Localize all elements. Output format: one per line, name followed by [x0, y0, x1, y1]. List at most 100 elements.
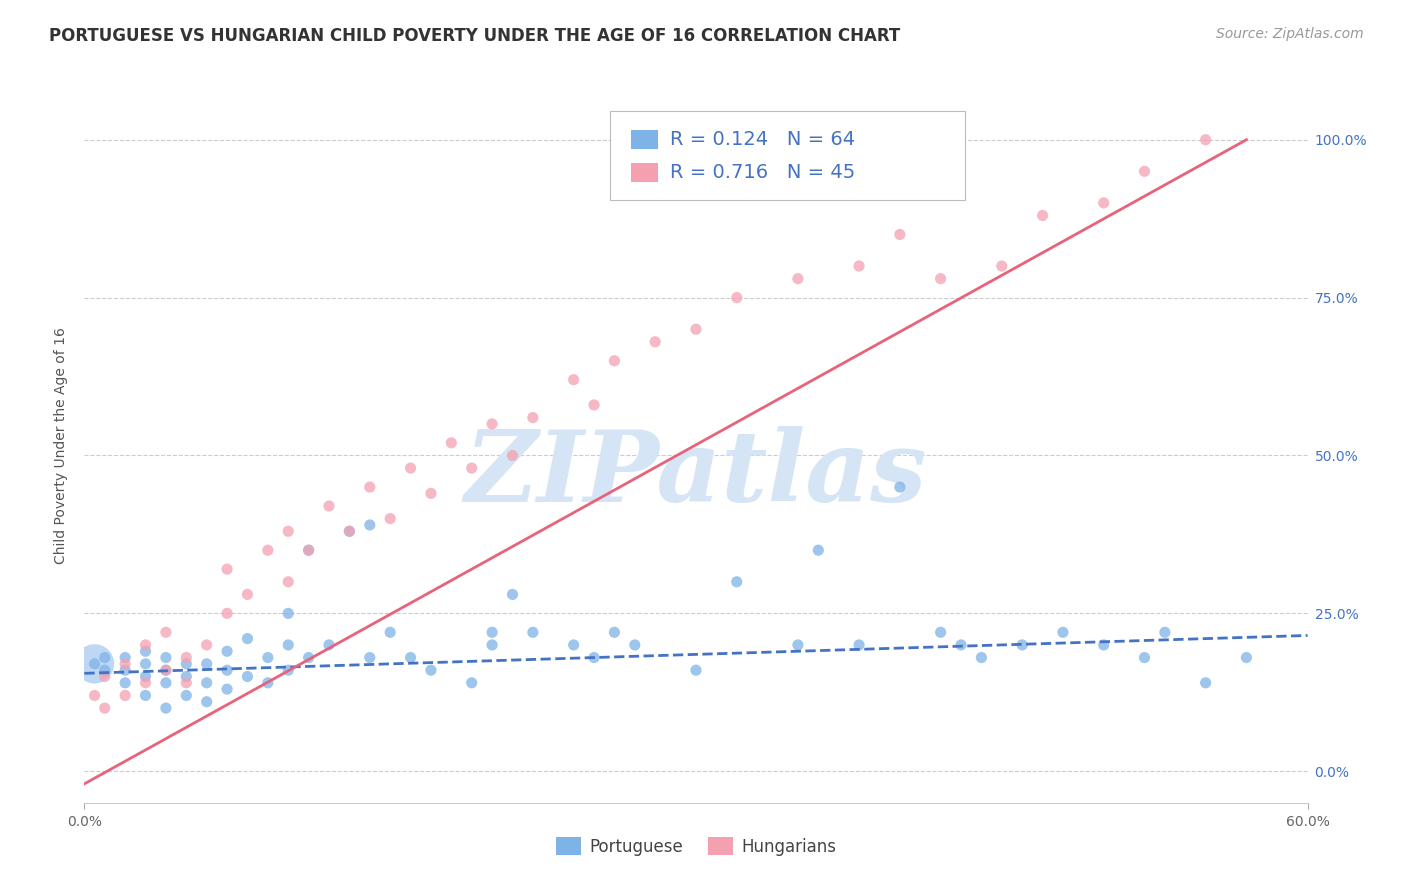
Point	[135, 689, 157, 703]
Point	[522, 410, 544, 425]
Point	[298, 650, 321, 665]
Point	[257, 650, 280, 665]
Point	[155, 650, 177, 665]
Text: ZIPatlas: ZIPatlas	[465, 426, 927, 523]
Point	[135, 669, 157, 683]
Point	[562, 638, 585, 652]
FancyBboxPatch shape	[610, 111, 965, 200]
Point	[277, 663, 299, 677]
Point	[83, 657, 105, 671]
Point	[848, 638, 870, 652]
Point	[624, 638, 647, 652]
Point	[420, 486, 443, 500]
Point	[583, 650, 606, 665]
Point	[481, 625, 503, 640]
Point	[807, 543, 830, 558]
Point	[1236, 650, 1258, 665]
Point	[236, 587, 259, 601]
Point	[83, 689, 105, 703]
Point	[399, 650, 422, 665]
Point	[135, 644, 157, 658]
Point	[1195, 675, 1218, 690]
Point	[174, 675, 197, 690]
Point	[318, 638, 340, 652]
Point	[440, 435, 463, 450]
Point	[380, 511, 402, 525]
Point	[236, 632, 259, 646]
Point	[1195, 133, 1218, 147]
Point	[155, 701, 177, 715]
Point	[1011, 638, 1033, 652]
Point	[93, 663, 115, 677]
Point	[339, 524, 361, 539]
Point	[603, 625, 626, 640]
Point	[195, 638, 218, 652]
FancyBboxPatch shape	[631, 129, 658, 149]
Point	[155, 663, 177, 677]
Point	[685, 322, 707, 336]
Point	[217, 682, 239, 697]
Point	[1133, 650, 1156, 665]
Point	[787, 638, 810, 652]
Point	[135, 638, 157, 652]
Point	[583, 398, 606, 412]
Point	[93, 669, 115, 683]
Text: Source: ZipAtlas.com: Source: ZipAtlas.com	[1216, 27, 1364, 41]
Point	[1052, 625, 1074, 640]
Point	[929, 271, 952, 285]
Point	[298, 543, 321, 558]
Point	[277, 638, 299, 652]
Text: PORTUGUESE VS HUNGARIAN CHILD POVERTY UNDER THE AGE OF 16 CORRELATION CHART: PORTUGUESE VS HUNGARIAN CHILD POVERTY UN…	[49, 27, 900, 45]
Point	[155, 663, 177, 677]
Point	[889, 480, 911, 494]
Point	[114, 689, 136, 703]
Point	[929, 625, 952, 640]
Point	[155, 625, 177, 640]
Point	[725, 574, 748, 589]
Point	[93, 650, 115, 665]
Point	[399, 461, 422, 475]
Point	[420, 663, 443, 677]
Point	[562, 373, 585, 387]
Point	[217, 644, 239, 658]
Point	[359, 517, 381, 532]
Point	[217, 607, 239, 621]
Point	[257, 675, 280, 690]
Point	[1032, 209, 1054, 223]
Point	[970, 650, 993, 665]
Point	[481, 638, 503, 652]
Point	[114, 657, 136, 671]
Point	[298, 543, 321, 558]
Point	[135, 675, 157, 690]
Point	[522, 625, 544, 640]
Point	[174, 689, 197, 703]
Point	[83, 657, 105, 671]
Point	[685, 663, 707, 677]
Point	[195, 675, 218, 690]
FancyBboxPatch shape	[631, 163, 658, 182]
Text: R = 0.716   N = 45: R = 0.716 N = 45	[671, 163, 855, 182]
Point	[502, 449, 524, 463]
Point	[502, 587, 524, 601]
Point	[135, 657, 157, 671]
Y-axis label: Child Poverty Under the Age of 16: Child Poverty Under the Age of 16	[55, 327, 69, 565]
Point	[461, 675, 484, 690]
Point	[114, 663, 136, 677]
Point	[155, 675, 177, 690]
Point	[1092, 638, 1115, 652]
Point	[174, 650, 197, 665]
Point	[217, 562, 239, 576]
Point	[991, 259, 1014, 273]
Legend: Portuguese, Hungarians: Portuguese, Hungarians	[550, 830, 842, 863]
Point	[481, 417, 503, 431]
Point	[725, 291, 748, 305]
Point	[195, 657, 218, 671]
Point	[93, 701, 115, 715]
Point	[174, 669, 197, 683]
Point	[461, 461, 484, 475]
Point	[889, 227, 911, 242]
Point	[236, 669, 259, 683]
Point	[848, 259, 870, 273]
Point	[1154, 625, 1177, 640]
Point	[380, 625, 402, 640]
